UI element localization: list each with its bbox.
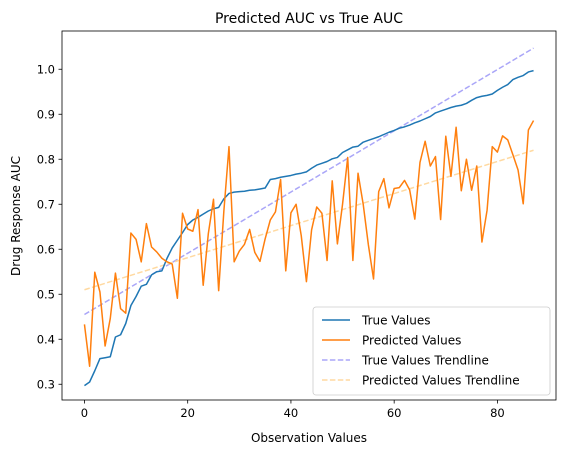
- legend-label: Predicted Values: [362, 334, 461, 348]
- x-tick-label: 20: [180, 406, 195, 420]
- plot-frame: [61, 30, 557, 401]
- chart-title: Predicted AUC vs True AUC: [215, 11, 403, 27]
- legend-label: Predicted Values Trendline: [362, 374, 520, 388]
- x-tick-label: 80: [490, 406, 505, 420]
- legend-box: [312, 306, 551, 396]
- y-tick-label: 0.9: [37, 107, 55, 121]
- y-tick-label: 0.6: [37, 242, 55, 256]
- y-axis-label: Drug Response AUC: [9, 156, 23, 276]
- y-tick-label: 1.0: [37, 62, 55, 76]
- x-axis: 0 20 40 60 80: [81, 400, 505, 420]
- series-line-true-values: [84, 69, 534, 387]
- legend-label: True Values Trendline: [361, 354, 489, 368]
- x-tick-label: 0: [81, 406, 88, 420]
- series-layer: [83, 47, 535, 387]
- y-tick-label: 0.4: [37, 332, 55, 346]
- series-line-true-values-trendline: [84, 47, 534, 316]
- series-line-predicted-values-trendline: [84, 149, 534, 291]
- y-axis: 0.3 0.4 0.5 0.6 0.7 0.8 0.9 1.0: [37, 62, 62, 391]
- series-line-predicted-values: [83, 120, 535, 367]
- y-tick-label: 0.8: [37, 152, 55, 166]
- x-axis-label: Observation Values: [251, 431, 367, 445]
- x-tick-label: 40: [284, 406, 299, 420]
- legend-label: True Values: [361, 314, 431, 328]
- x-tick-label: 60: [387, 406, 402, 420]
- y-tick-label: 0.7: [37, 197, 55, 211]
- y-tick-label: 0.3: [37, 377, 55, 391]
- y-tick-label: 0.5: [37, 287, 55, 301]
- legend: True Values Predicted Values True Values T…: [312, 306, 551, 396]
